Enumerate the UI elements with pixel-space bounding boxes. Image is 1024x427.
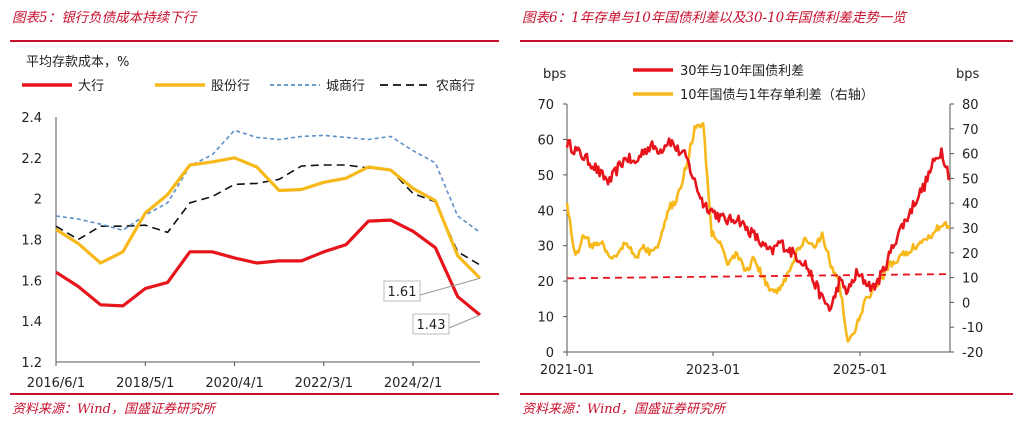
- left-x-tick-label: 2024/2/1: [384, 376, 442, 391]
- right-left-tick-label: 60: [537, 133, 554, 148]
- right-series-line: [565, 121, 951, 343]
- right-left-tick-label: 40: [537, 204, 554, 219]
- right-right-tick-label: 30: [962, 222, 979, 237]
- left-source-rule: [10, 393, 499, 395]
- right-axis-ticks: 0 10 20 30 40 50 60 70 -20 -10 0 10 20 30 40 50 60 70 80 20…: [537, 98, 983, 378]
- right-left-tick-label: 70: [537, 98, 554, 113]
- left-y-tick-label: 1.2: [21, 356, 42, 371]
- left-series-line: [55, 156, 482, 280]
- left-figure-title: 图表5：银行负债成本持续下行: [12, 10, 197, 26]
- right-left-tick-label: 10: [537, 311, 554, 326]
- right-reference-dashed-line: [566, 273, 951, 280]
- right-source-rule: [520, 393, 1013, 395]
- left-y-tick-label: 1.4: [21, 315, 42, 330]
- right-left-tick-label: 50: [537, 169, 554, 184]
- left-x-tick-label: 2016/6/1: [27, 376, 85, 391]
- right-series-lines: [565, 121, 951, 343]
- left-series-line: [55, 129, 481, 234]
- right-x-tick-label: 2023-01: [686, 363, 740, 378]
- right-left-tick-label: 30: [537, 240, 554, 255]
- left-annotation-box: [383, 280, 421, 302]
- left-annotation-label: 1.61: [388, 285, 417, 300]
- left-series-lines: [55, 129, 482, 317]
- left-source-note: 资料来源：Wind，国盛证券研究所: [12, 402, 215, 417]
- right-right-tick-label: 10: [962, 272, 979, 287]
- left-annotation-box: [412, 313, 450, 335]
- right-x-tick-label: 2021-01: [540, 363, 594, 378]
- right-legend-label: 10年国债与1年存单利差（右轴）: [680, 88, 874, 103]
- left-annotation-leader: [419, 277, 481, 296]
- left-legend-label: 大行: [78, 79, 104, 94]
- left-y-tick-label: 2.4: [21, 111, 42, 126]
- right-title-rule: [520, 40, 1013, 42]
- left-annotation-label: 1.43: [417, 318, 446, 333]
- left-y-tick-label: 2.2: [21, 152, 42, 167]
- left-x-tick-label: 2022/3/1: [295, 376, 353, 391]
- right-right-unit: bps: [956, 67, 980, 82]
- right-left-tick-label: 0: [546, 346, 554, 361]
- right-right-tick-label: -10: [962, 321, 983, 336]
- left-annotations: 1.61 1.43: [383, 277, 481, 335]
- right-left-unit: bps: [543, 67, 567, 82]
- left-y-tick-label: 2: [34, 193, 42, 208]
- left-legend-label: 股份行: [211, 79, 250, 94]
- left-x-tick-label: 2020/4/1: [205, 376, 263, 391]
- right-right-tick-label: 60: [962, 148, 979, 163]
- left-legend-label: 农商行: [436, 79, 475, 94]
- right-legend-label: 30年与10年国债利差: [680, 64, 804, 79]
- left-chart-subtitle: 平均存款成本，%: [26, 55, 129, 70]
- left-annotation-leader: [448, 314, 481, 329]
- left-series-line: [55, 164, 481, 266]
- right-right-tick-label: 70: [962, 123, 979, 138]
- left-x-tick-label: 2018/5/1: [116, 376, 174, 391]
- right-figure-title: 图表6：1年存单与10年国债利差以及30-10年国债利差走势一览: [522, 10, 906, 26]
- left-series-line: [55, 218, 482, 317]
- right-right-tick-label: 0: [962, 296, 970, 311]
- right-right-tick-label: 40: [962, 197, 979, 212]
- right-series-line: [565, 137, 951, 312]
- left-title-rule: [10, 40, 499, 42]
- right-right-tick-label: 80: [962, 98, 979, 113]
- right-left-tick-label: 20: [537, 275, 554, 290]
- left-legend: 大行 股份行 城商行 农商行: [22, 79, 475, 94]
- right-x-tick-label: 2025-01: [833, 363, 887, 378]
- right-source-note: 资料来源：Wind，国盛证券研究所: [522, 402, 725, 417]
- left-y-tick-label: 1.6: [21, 274, 42, 289]
- left-axis-ticks: 1.2 1.4 1.6 1.8 2 2.2 2.4 2016/6/1 2018/5/1 2020/…: [21, 111, 442, 391]
- left-y-tick-label: 1.8: [21, 234, 42, 249]
- right-right-tick-label: 50: [962, 172, 979, 187]
- left-legend-label: 城商行: [326, 79, 365, 94]
- right-right-tick-label: 20: [962, 247, 979, 262]
- right-legend: 30年与10年国债利差 10年国债与1年存单利差（右轴）: [633, 64, 874, 103]
- right-right-tick-label: -20: [962, 346, 983, 361]
